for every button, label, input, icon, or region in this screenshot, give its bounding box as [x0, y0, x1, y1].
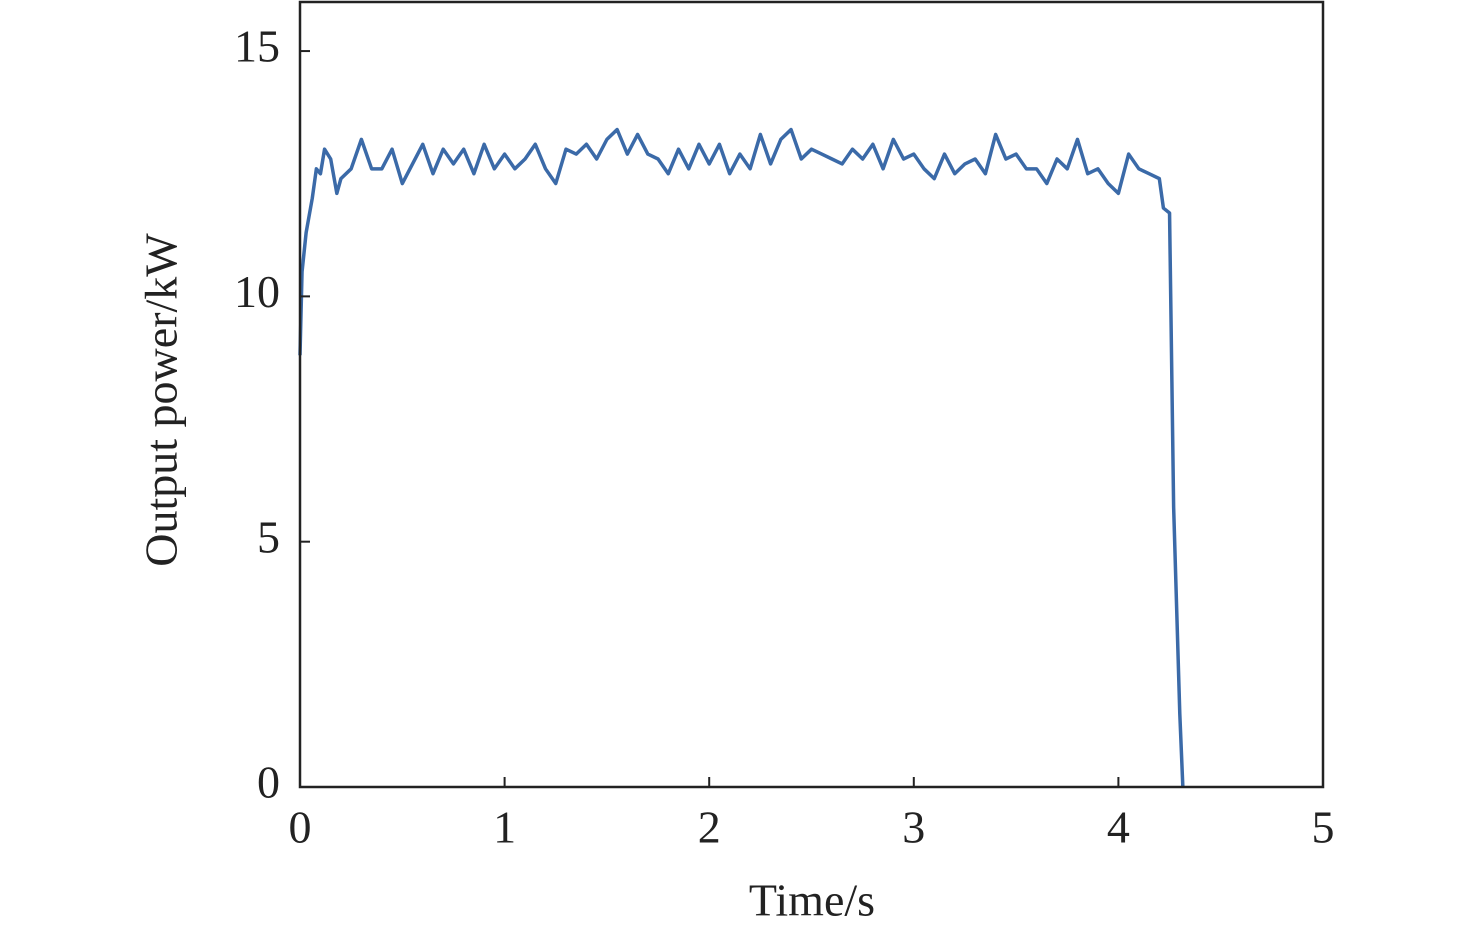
x-tick-label: 1 [493, 802, 516, 853]
plot-frame [298, 0, 1325, 789]
x-tick-label: 0 [289, 802, 312, 853]
x-tick-label: 4 [1107, 802, 1130, 853]
y-tick-label: 5 [257, 511, 280, 562]
y-axis-label: Output power/kW [136, 233, 187, 567]
line [298, 127, 1185, 788]
x-tick-label: 5 [1312, 802, 1335, 853]
x-tick-label: 2 [698, 802, 721, 853]
x-tick-label: 3 [902, 802, 925, 853]
y-tick-label: 10 [234, 266, 280, 317]
x-axis-label: Time/s [749, 875, 875, 926]
y-tick-label: 15 [234, 21, 280, 72]
y-tick-label: 0 [257, 757, 280, 808]
